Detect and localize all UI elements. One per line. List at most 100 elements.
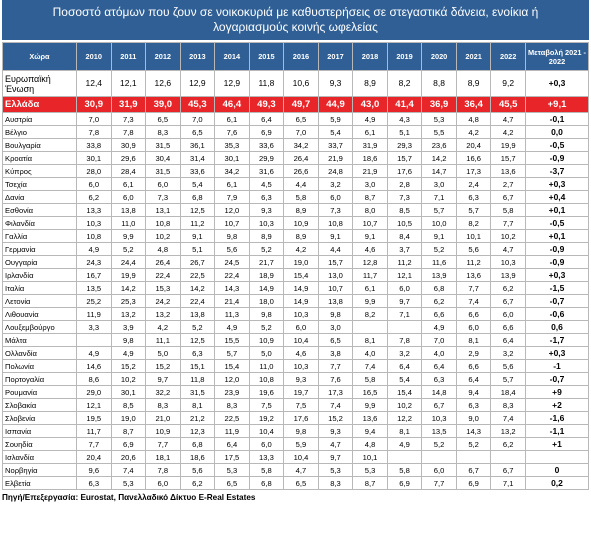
value-cell: 31,5	[145, 164, 181, 178]
value-cell: 11,9	[214, 424, 250, 438]
table-row: Ελβετία 6,3 5,3 6,0 6,2 6,5 6,8 6,5 8,3 8,7 6,9 7,7…	[2, 476, 589, 490]
value-cell: 15,7	[317, 255, 354, 269]
value-cell: 31,9	[110, 96, 147, 113]
value-cell: 25,3	[110, 294, 147, 308]
value-cell: 29,0	[76, 385, 112, 399]
table-row: Νορβηγία 9,6 7,4 7,8 5,6 5,3 5,8 4,7 5,3 5,3 5,8 6,…	[2, 463, 589, 477]
value-cell: 5,3	[110, 476, 147, 490]
table-row: Ιρλανδία 16,7 19,9 22,4 22,5 22,4 18,9 15,4 13,0…	[2, 268, 589, 282]
value-cell: 10,0	[421, 216, 457, 230]
value-cell: 11,8	[179, 372, 216, 386]
change-cell: -0,5	[525, 138, 589, 152]
value-cell: 14,2	[421, 151, 457, 165]
value-cell: 7,0	[283, 125, 319, 139]
country-cell: Βουλγαρία	[2, 138, 77, 152]
value-cell: 6,9	[248, 125, 285, 139]
value-cell: 5,7	[455, 203, 492, 217]
value-cell: 9,3	[317, 70, 354, 97]
value-cell: 3,3	[76, 320, 112, 334]
value-cell: 6,0	[283, 320, 319, 334]
value-cell: 9,1	[421, 229, 457, 243]
value-cell: 19,9	[110, 268, 147, 282]
value-cell: 11,0	[248, 359, 285, 373]
value-cell: 9,7	[145, 372, 181, 386]
table-row: Λουξεμβούργο 3,3 3,9 4,2 5,2 4,9 5,2 6,0 3,0 4,9 6…	[2, 320, 589, 334]
value-cell: 11,7	[76, 424, 112, 438]
value-cell: 30,9	[110, 138, 147, 152]
value-cell: 4,7	[490, 112, 526, 126]
value-cell: 6,7	[490, 294, 526, 308]
value-cell: 6,4	[421, 359, 457, 373]
header-cell: 2010	[76, 42, 112, 71]
value-cell: 41,4	[386, 96, 423, 113]
value-cell: 5,0	[145, 346, 181, 360]
value-cell: 7,0	[179, 112, 216, 126]
value-cell: 6,9	[386, 476, 423, 490]
value-cell: 14,3	[214, 281, 250, 295]
value-cell: 22,5	[214, 411, 250, 425]
change-cell: -0,5	[525, 216, 589, 230]
table-row: Μάλτα 9,8 11,1 12,5 15,5 10,9 10,4 6,5 8,1 7,8 7,0…	[2, 333, 589, 347]
change-cell: +0,3	[525, 177, 589, 191]
value-cell: 12,5	[179, 333, 216, 347]
value-cell: 21,4	[214, 294, 250, 308]
value-cell: 36,9	[421, 96, 457, 113]
value-cell: 23,9	[214, 385, 250, 399]
value-cell: 30,1	[214, 151, 250, 165]
value-cell: 6,4	[386, 359, 423, 373]
change-cell: +9,1	[525, 96, 589, 113]
value-cell: 7,9	[214, 190, 250, 204]
value-cell: 6,0	[455, 320, 492, 334]
value-cell: 10,8	[317, 216, 354, 230]
value-cell: 14,7	[421, 164, 457, 178]
value-cell: 11,2	[455, 255, 492, 269]
value-cell: 31,6	[248, 164, 285, 178]
value-cell: 6,0	[490, 307, 526, 321]
value-cell: 33,7	[317, 138, 354, 152]
value-cell: 13,8	[317, 294, 354, 308]
value-cell: 30,9	[76, 96, 112, 113]
value-cell: 11,8	[248, 70, 285, 97]
value-cell: 4,9	[421, 320, 457, 334]
value-cell: 9,0	[455, 411, 492, 425]
value-cell: 31,5	[179, 385, 216, 399]
value-cell: 8,4	[386, 229, 423, 243]
value-cell: 6,4	[214, 437, 250, 451]
change-cell: -0,6	[525, 307, 589, 321]
country-cell: Πολωνία	[2, 359, 77, 373]
value-cell: 30,1	[76, 151, 112, 165]
value-cell: 4,0	[421, 346, 457, 360]
value-cell: 3,0	[421, 177, 457, 191]
value-cell: 6,6	[421, 307, 457, 321]
value-cell: 6,0	[145, 177, 181, 191]
value-cell: 2,8	[386, 177, 423, 191]
header-cell: 2014	[214, 42, 250, 71]
value-cell: 6,0	[386, 281, 423, 295]
value-cell: 20,4	[455, 138, 492, 152]
header-cell: 2020	[421, 42, 457, 71]
value-cell: 10,2	[145, 229, 181, 243]
table-row: Σλοβακία 12,1 8,5 8,3 8,1 8,3 7,5 7,5 7,4 9,9 10,2…	[2, 398, 589, 412]
value-cell: 3,2	[386, 346, 423, 360]
value-cell: 4,2	[283, 242, 319, 256]
value-cell: 7,8	[110, 125, 147, 139]
value-cell: 9,3	[283, 372, 319, 386]
change-cell: -1	[525, 359, 589, 373]
value-cell: 10,4	[248, 424, 285, 438]
value-cell: 6,3	[455, 190, 492, 204]
value-cell	[455, 450, 492, 464]
value-cell: 5,8	[283, 190, 319, 204]
value-cell: 5,2	[455, 437, 492, 451]
value-cell: 4,9	[214, 320, 250, 334]
country-cell: Σουηδία	[2, 437, 77, 451]
value-cell: 22,5	[179, 268, 216, 282]
value-cell: 9,8	[248, 307, 285, 321]
value-cell: 4,4	[317, 242, 354, 256]
value-cell: 6,9	[110, 437, 147, 451]
value-cell: 14,8	[421, 385, 457, 399]
value-cell: 29,6	[110, 151, 147, 165]
value-cell: 9,1	[179, 229, 216, 243]
value-cell: 8,9	[248, 229, 285, 243]
value-cell: 26,4	[283, 151, 319, 165]
value-cell: 9,4	[455, 385, 492, 399]
